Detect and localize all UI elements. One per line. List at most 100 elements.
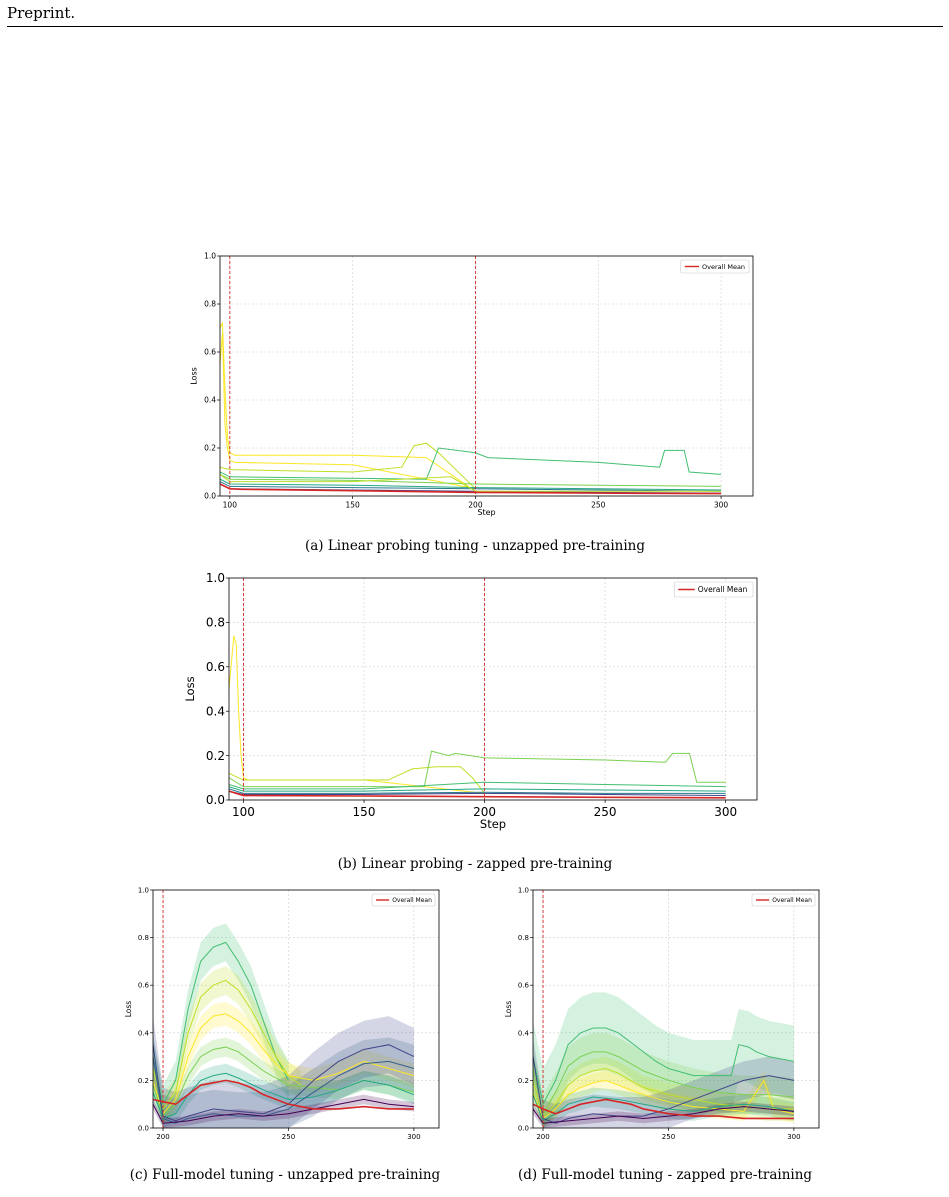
series-line xyxy=(533,1056,795,1124)
series-line xyxy=(229,750,726,788)
chart-a-unzapped-linear-probing: 100 150 200 250 300 0.0 0.2 0.4 0.6 0.8 1.0 Step Los… xyxy=(190,252,754,517)
chart-c-unzapped-full-model: 200 250 300 0.0 0.2 0.4 0.6 0.8 1.0 Loss Overall M… xyxy=(124,886,440,1141)
y-tick-label: 0.0 xyxy=(518,1124,529,1132)
y-tick-label: 0.2 xyxy=(206,749,225,763)
series-band xyxy=(153,1037,414,1126)
x-tick-label: 150 xyxy=(353,805,376,819)
y-tick-label: 0.0 xyxy=(138,1124,149,1132)
x-tick-label: 300 xyxy=(714,805,737,819)
y-tick-label: 0.4 xyxy=(138,1029,150,1037)
series-band xyxy=(533,1032,794,1128)
series-line xyxy=(220,481,722,492)
plot-area xyxy=(153,923,415,1128)
y-tick-label: 0.6 xyxy=(518,982,530,990)
series-line xyxy=(220,478,722,491)
series-line xyxy=(533,1051,794,1116)
x-tick-label: 150 xyxy=(345,501,360,510)
y-axis-label: Loss xyxy=(504,1001,513,1018)
x-tick-label: 100 xyxy=(232,805,255,819)
series-line xyxy=(153,941,289,1106)
series-line xyxy=(229,635,485,794)
caption-c: (c) Full-model tuning - unzapped pre-tra… xyxy=(129,1167,441,1183)
y-tick-label: 1.0 xyxy=(204,252,216,261)
series-line xyxy=(220,332,476,490)
y-axis-label: Loss xyxy=(190,367,199,385)
grid xyxy=(220,255,753,497)
overall-mean-line xyxy=(533,1098,794,1120)
y-tick-label: 0.2 xyxy=(204,444,216,453)
series-line xyxy=(220,473,722,487)
series-band xyxy=(533,992,794,1128)
x-tick-label: 300 xyxy=(787,1133,800,1141)
overall-mean-line xyxy=(220,483,722,495)
y-tick-label: 1.0 xyxy=(138,886,149,894)
series-band xyxy=(153,1094,414,1128)
overall-mean-line xyxy=(229,790,726,799)
y-tick-label: 0.0 xyxy=(206,793,225,807)
y-tick-label: 0.4 xyxy=(204,396,216,405)
grid xyxy=(229,577,757,801)
series-line xyxy=(220,442,476,490)
legend-label: Overall Mean xyxy=(698,585,748,594)
plot-area xyxy=(229,635,726,799)
y-tick-label: 0.4 xyxy=(206,704,225,718)
running-head: Preprint. xyxy=(7,4,76,22)
series-line xyxy=(533,1027,795,1106)
y-tick-label: 0.2 xyxy=(138,1077,149,1085)
y-tick-label: 0.8 xyxy=(206,616,225,630)
x-tick-label: 250 xyxy=(282,1133,295,1141)
series-line xyxy=(220,447,722,480)
x-axis-label: Step xyxy=(480,817,506,831)
series-line xyxy=(153,1013,415,1115)
y-tick-label: 0.2 xyxy=(518,1077,529,1085)
legend: Overall Mean xyxy=(371,893,436,907)
series-band xyxy=(533,1037,794,1128)
series-line xyxy=(229,781,726,790)
plot-frame xyxy=(219,255,754,497)
chart-d-zapped-full-model: 200 250 300 0.0 0.2 0.4 0.6 0.8 1.0 Loss Overall M… xyxy=(504,886,820,1141)
y-tick-label: 1.0 xyxy=(518,886,529,894)
series-line xyxy=(533,1079,795,1120)
y-tick-label: 0.8 xyxy=(138,934,149,942)
x-tick-label: 250 xyxy=(594,805,617,819)
plot-area xyxy=(533,992,795,1128)
series-band xyxy=(533,1085,794,1128)
y-tick-label: 0.6 xyxy=(204,348,216,357)
x-tick-label: 200 xyxy=(473,805,496,819)
x-tick-label: 300 xyxy=(407,1133,420,1141)
caption-d: (d) Full-model tuning - zapped pre-train… xyxy=(517,1167,813,1183)
caption-b: (b) Linear probing - zapped pre-training xyxy=(337,856,613,872)
y-tick-label: 0.6 xyxy=(138,982,150,990)
y-tick-label: 0.8 xyxy=(518,934,529,942)
plot-frame xyxy=(228,577,758,801)
series-band xyxy=(153,1001,414,1126)
x-axis-label: Step xyxy=(477,508,495,517)
plot-frame xyxy=(532,889,820,1129)
legend-label: Overall Mean xyxy=(392,897,432,904)
series-line xyxy=(229,786,726,792)
caption-a: (a) Linear probing tuning - unzapped pre… xyxy=(304,538,646,554)
series-band xyxy=(153,1016,414,1128)
chart-b-zapped-linear-probing: 100 150 200 250 300 0.0 0.2 0.4 0.6 0.8 1.0 Step Los… xyxy=(183,571,758,831)
overall-mean-line xyxy=(153,1079,414,1110)
legend-label: Overall Mean xyxy=(702,263,745,271)
series-line xyxy=(229,766,485,794)
x-tick-label: 300 xyxy=(714,501,729,510)
series-line xyxy=(153,1098,414,1124)
series-line xyxy=(229,790,726,797)
x-tick-label: 250 xyxy=(662,1133,675,1141)
series-line xyxy=(533,1106,794,1124)
y-tick-label: 0.8 xyxy=(204,300,216,309)
series-line xyxy=(220,473,722,492)
plot-area xyxy=(220,321,722,495)
legend: Overall Mean xyxy=(680,259,750,274)
y-axis-label: Loss xyxy=(183,676,197,701)
header-rule xyxy=(7,26,943,27)
x-tick-label: 200 xyxy=(536,1133,549,1141)
y-tick-label: 0.4 xyxy=(518,1029,530,1037)
x-tick-label: 250 xyxy=(591,501,606,510)
series-band xyxy=(153,1063,414,1128)
plot-frame xyxy=(152,889,440,1129)
y-axis-label: Loss xyxy=(124,1001,133,1018)
legend: Overall Mean xyxy=(673,581,754,598)
